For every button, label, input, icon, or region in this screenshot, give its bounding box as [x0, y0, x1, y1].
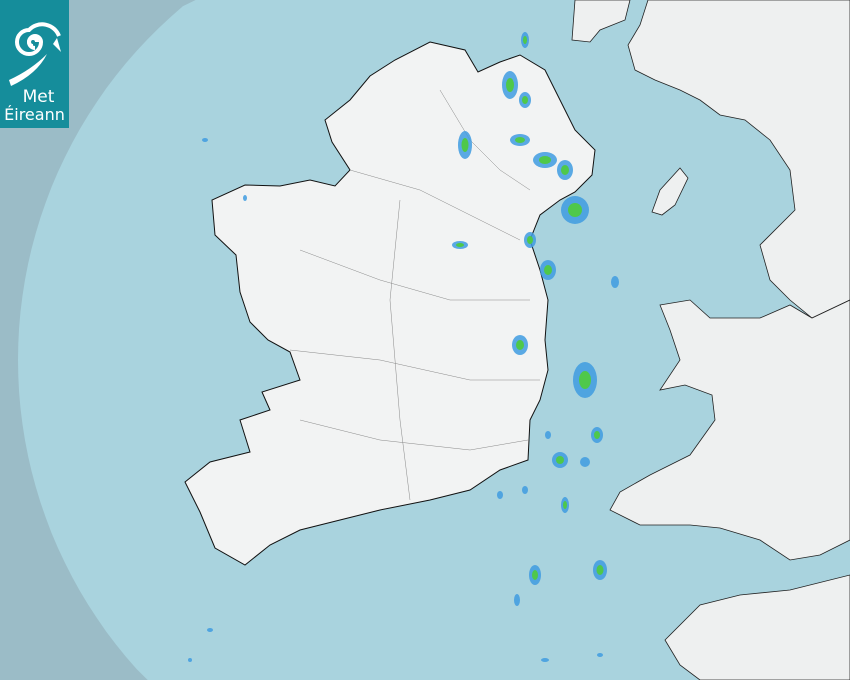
southwest-england	[664, 574, 850, 680]
rain-cell	[207, 628, 213, 632]
rain-cell	[497, 491, 503, 499]
rain-cell	[545, 431, 551, 439]
kintyre	[571, 0, 631, 43]
rain-cell-core	[594, 431, 600, 439]
rain-cell	[541, 658, 549, 662]
rain-cell-core	[516, 340, 524, 350]
rain-cell	[243, 195, 247, 201]
county-borders	[289, 89, 540, 501]
rain-cell-core	[523, 36, 527, 44]
rain-cell-core	[596, 565, 604, 575]
rain-cell	[188, 658, 192, 662]
logo-text-met: Met	[22, 87, 55, 107]
rain-cell	[611, 276, 619, 288]
isle-of-man	[651, 167, 689, 216]
rain-cell-core	[568, 203, 582, 217]
rain-cell	[597, 653, 603, 657]
rain-cell-core	[456, 243, 464, 247]
rain-cell	[202, 138, 208, 142]
rain-cell	[580, 457, 590, 467]
rain-cell-core	[561, 165, 569, 175]
rain-cell-core	[527, 236, 533, 244]
rain-cell-core	[515, 137, 525, 143]
rain-cell	[514, 594, 520, 606]
rain-cell-core	[539, 156, 551, 164]
rain-cell-core	[506, 78, 514, 92]
rain-cell-core	[461, 138, 469, 152]
rain-cell-core	[544, 265, 552, 275]
rain-cell-core	[522, 96, 528, 104]
rain-cell	[522, 486, 528, 494]
rain-cell-core	[556, 456, 564, 464]
logo-text-eireann: Éireann	[4, 105, 65, 124]
ireland	[184, 41, 596, 566]
rain-cell-core	[579, 371, 591, 389]
spiral-logo-icon	[8, 22, 61, 86]
rain-echoes	[188, 32, 619, 662]
wales-england	[609, 299, 850, 561]
rain-cell-core	[563, 501, 567, 509]
rain-cell-core	[532, 570, 538, 580]
met-eireann-logo: Met Éireann	[0, 0, 69, 128]
